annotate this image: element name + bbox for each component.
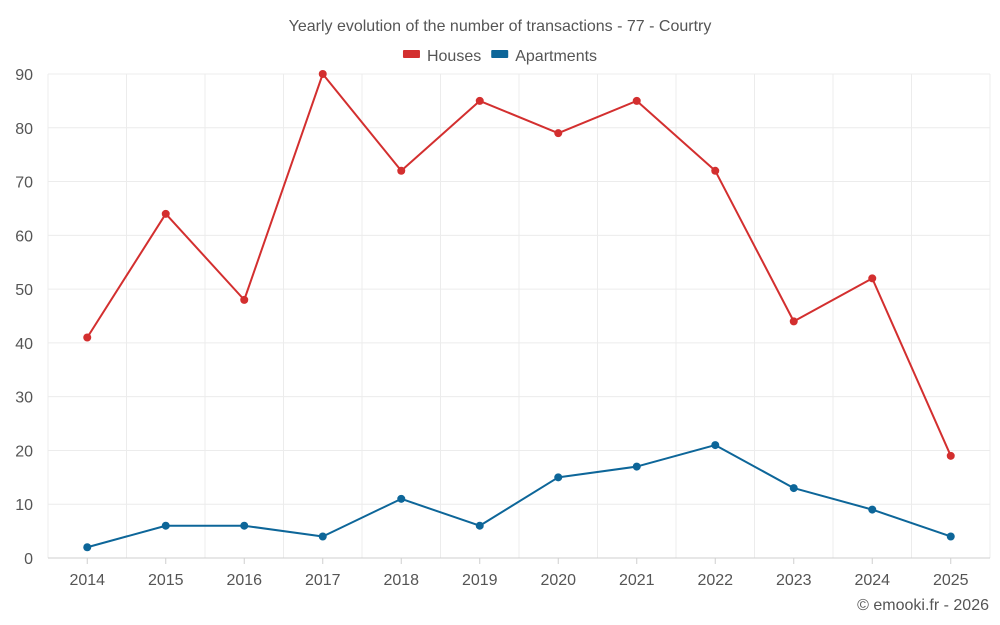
series-line-apartments	[86, 444, 952, 549]
data-point-apartments[interactable]	[711, 441, 720, 450]
legend-item-houses[interactable]: Houses	[402, 48, 481, 65]
x-tick-label: 2024	[854, 572, 890, 589]
y-tick-label: 60	[15, 228, 33, 245]
series-apartments	[83, 441, 955, 552]
data-point-apartments[interactable]	[83, 543, 92, 552]
x-tick-label: 2025	[933, 572, 969, 589]
data-point-apartments[interactable]	[946, 532, 955, 541]
series-houses	[83, 70, 955, 460]
legend: Houses Apartments	[402, 48, 597, 65]
y-tick-label: 80	[15, 121, 33, 138]
y-tick-label: 20	[15, 443, 33, 460]
y-tick-label: 90	[15, 67, 33, 84]
chart-title: Yearly evolution of the number of transa…	[289, 18, 712, 35]
x-tick-label: 2018	[383, 572, 419, 589]
legend-swatch	[402, 50, 420, 58]
data-point-houses[interactable]	[946, 451, 955, 460]
data-point-houses[interactable]	[397, 166, 406, 175]
legend-item-apartments[interactable]: Apartments	[491, 48, 597, 65]
data-point-houses[interactable]	[632, 96, 641, 105]
gridlines	[47, 73, 991, 558]
x-tick-label: 2016	[226, 572, 262, 589]
y-tick-label: 0	[24, 551, 33, 568]
data-point-apartments[interactable]	[475, 521, 484, 530]
data-point-houses[interactable]	[554, 129, 563, 138]
y-tick-label: 30	[15, 390, 33, 407]
x-tick-label: 2022	[697, 572, 733, 589]
x-tick-label: 2023	[776, 572, 812, 589]
data-point-apartments[interactable]	[397, 494, 406, 503]
data-point-houses[interactable]	[868, 274, 877, 283]
x-tick-label: 2015	[148, 572, 184, 589]
x-tick-label: 2017	[305, 572, 341, 589]
data-point-apartments[interactable]	[868, 505, 877, 514]
legend-swatch	[491, 50, 509, 58]
data-point-apartments[interactable]	[318, 532, 327, 541]
legend-label: Apartments	[515, 48, 597, 65]
y-tick-label: 40	[15, 336, 33, 353]
y-tick-label: 50	[15, 282, 33, 299]
legend-label: Houses	[427, 48, 481, 65]
data-point-apartments[interactable]	[240, 521, 249, 530]
data-point-houses[interactable]	[83, 333, 92, 342]
y-tick-label: 10	[15, 497, 33, 514]
x-tick-label: 2014	[69, 572, 105, 589]
data-point-houses[interactable]	[240, 295, 249, 304]
x-tick-label: 2020	[540, 572, 576, 589]
x-tick-label: 2019	[462, 572, 498, 589]
data-point-apartments[interactable]	[632, 462, 641, 471]
y-tick-label: 70	[15, 175, 33, 192]
data-point-houses[interactable]	[475, 96, 484, 105]
credit-text: © emooki.fr - 2026	[857, 597, 989, 614]
series-layer	[83, 70, 955, 552]
data-point-houses[interactable]	[711, 166, 720, 175]
data-point-apartments[interactable]	[789, 484, 798, 493]
data-point-apartments[interactable]	[554, 473, 563, 482]
x-tick-label: 2021	[619, 572, 655, 589]
data-point-apartments[interactable]	[161, 521, 170, 530]
data-point-houses[interactable]	[161, 209, 170, 218]
y-axis: 0 10 20 30 40 50 60 70 80 90	[15, 67, 33, 568]
data-point-houses[interactable]	[318, 70, 327, 78]
series-line-houses	[86, 73, 952, 457]
x-axis: 2014 2015 2016 2017 2018 2019 2020 2021 2022 2023…	[48, 557, 990, 589]
data-point-houses[interactable]	[789, 317, 798, 326]
